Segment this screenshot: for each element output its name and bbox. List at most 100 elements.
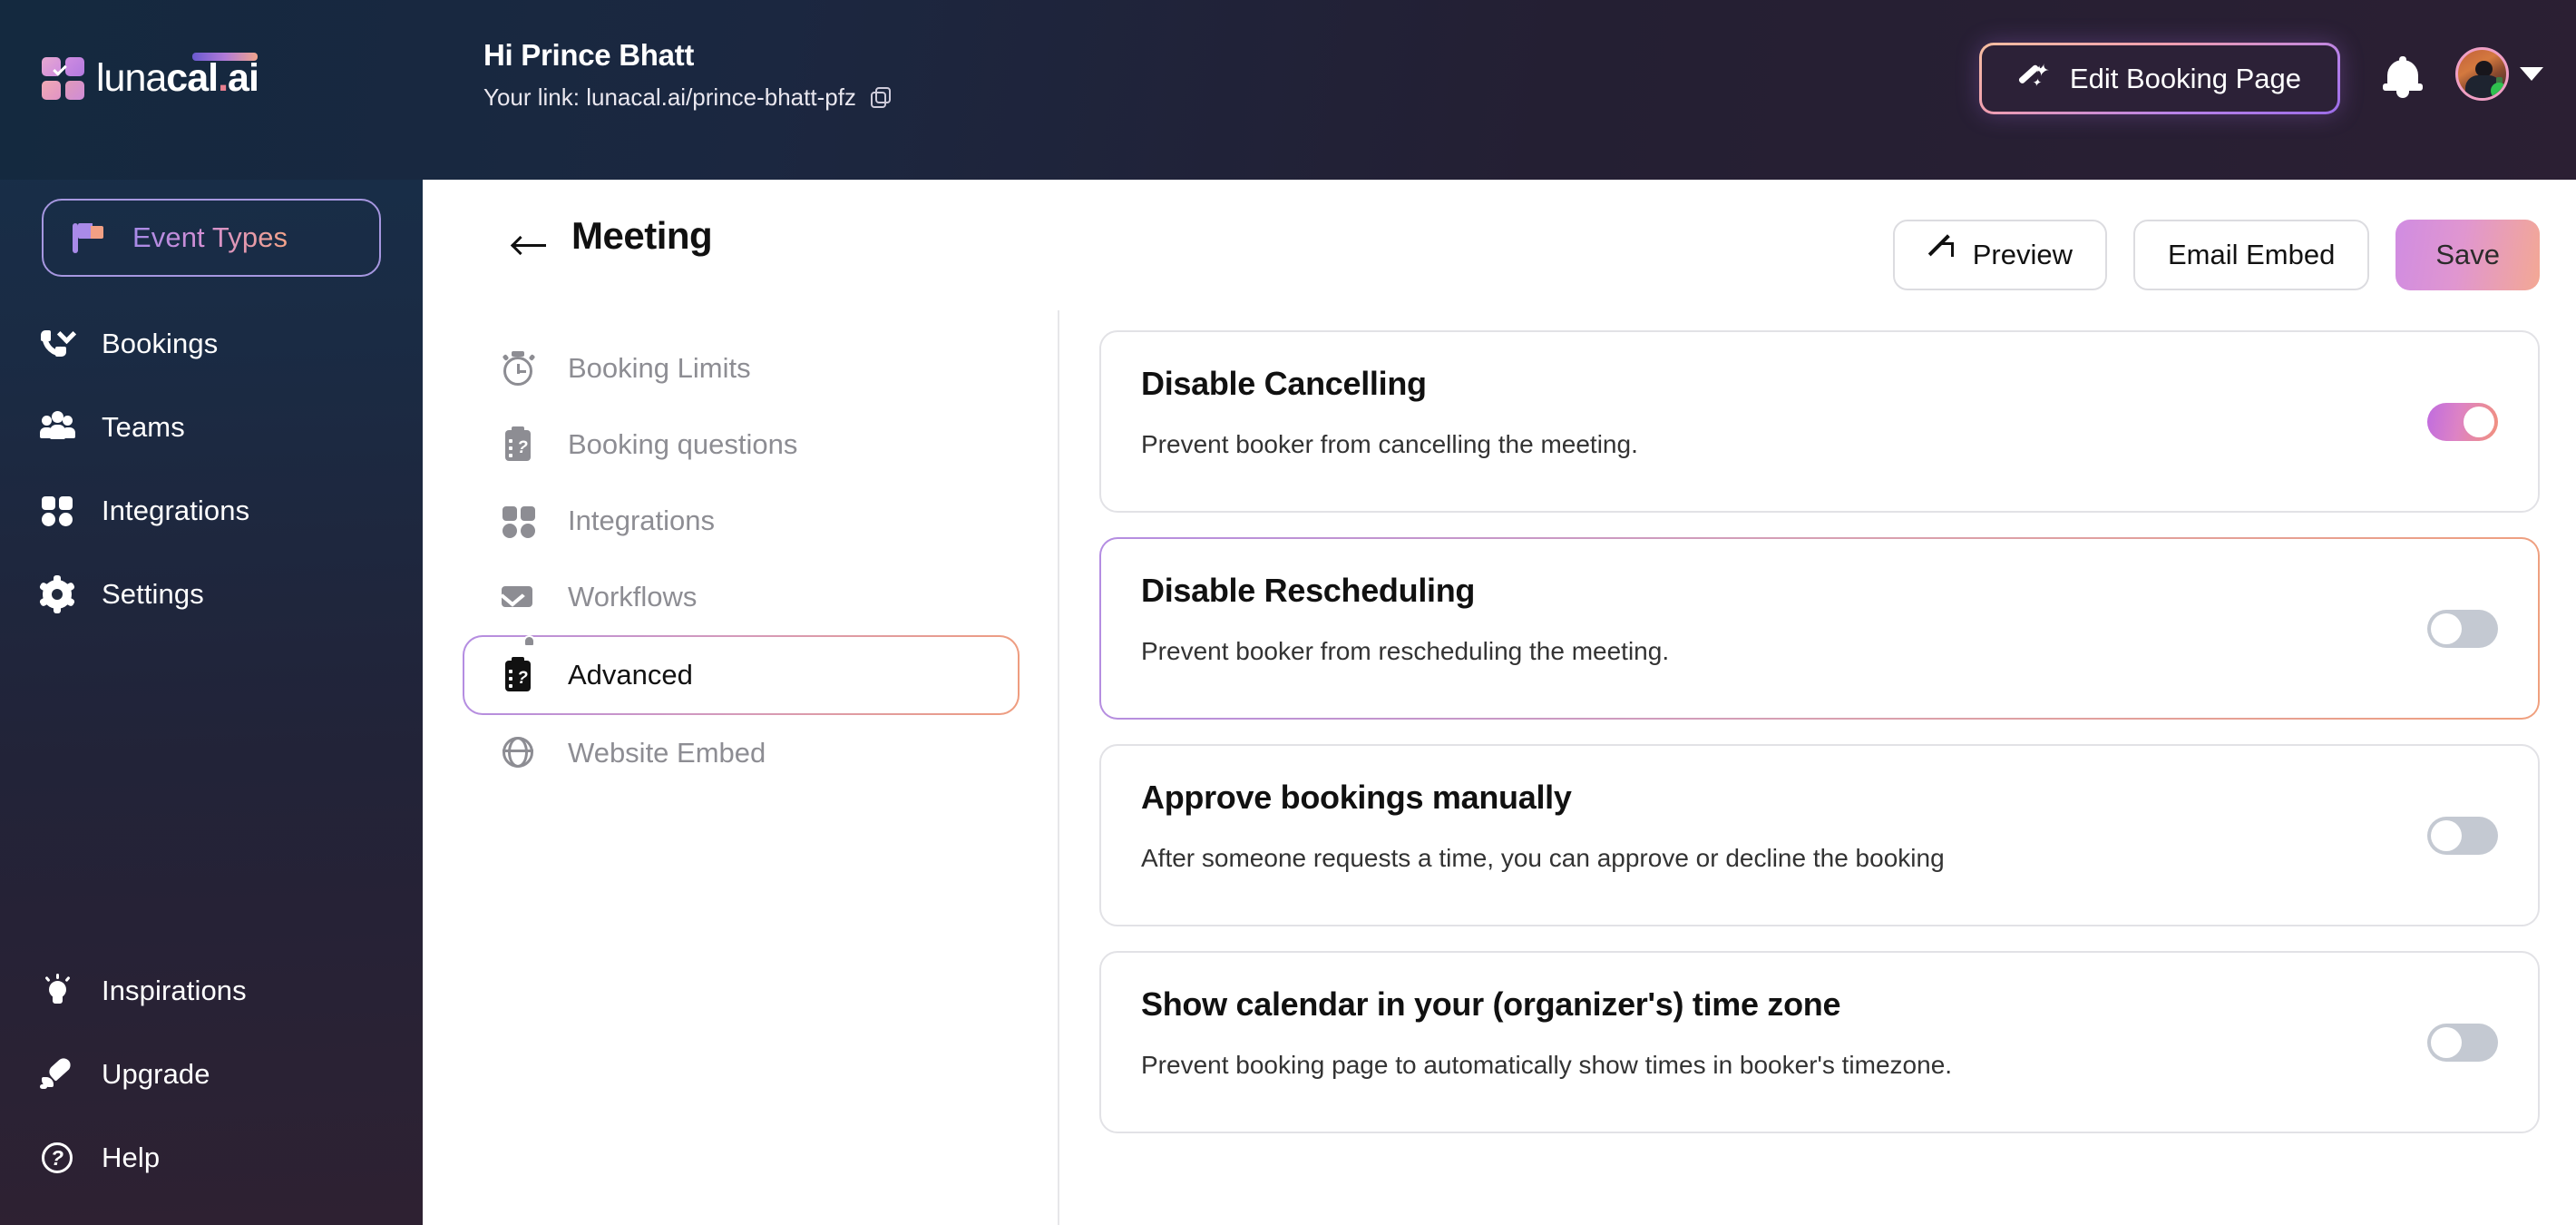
email-embed-label: Email Embed bbox=[2167, 239, 2336, 270]
setting-card-disable-rescheduling: Disable Rescheduling Prevent booker from… bbox=[1099, 537, 2540, 720]
setting-toggle[interactable] bbox=[2427, 609, 2498, 648]
spacer bbox=[0, 277, 423, 302]
rocket-icon bbox=[40, 1055, 74, 1092]
magic-wand-icon: ✦ ✦ ✦ bbox=[2017, 63, 2049, 94]
sidebar-primary-nav: Event Types Bookings Teams bbox=[0, 180, 423, 636]
lunacal-logo-icon bbox=[42, 57, 84, 100]
sidebar-item-event-types[interactable]: Event Types bbox=[42, 199, 381, 277]
sidebar-item-settings[interactable]: Settings bbox=[0, 553, 423, 636]
grid-icon bbox=[501, 503, 537, 539]
subnav-item-label: Workflows bbox=[568, 581, 698, 612]
sidebar-item-inspirations[interactable]: Inspirations bbox=[0, 949, 423, 1033]
online-status-dot bbox=[2491, 83, 2506, 98]
preview-label: Preview bbox=[1972, 239, 2073, 270]
subnav-item-label: Advanced bbox=[568, 659, 693, 691]
brand-suffix: ai bbox=[228, 56, 259, 100]
sidebar-item-label: Help bbox=[102, 1142, 161, 1173]
setting-title: Show calendar in your (organizer's) time… bbox=[1141, 985, 1841, 1023]
brand-name-bold: cal bbox=[166, 56, 219, 100]
subnav-item-label: Integrations bbox=[568, 505, 715, 536]
page-actions: Preview Email Embed Save bbox=[1892, 220, 2540, 290]
avatar bbox=[2455, 47, 2509, 101]
settings-card-list: Disable Cancelling Prevent booker from c… bbox=[1059, 310, 2576, 1225]
event-settings-nav: Booking Limits ? Booking questions Integ… bbox=[423, 310, 1059, 1225]
greeting-block: Hi Prince Bhatt Your link: lunacal.ai/pr… bbox=[483, 38, 893, 112]
sidebar-item-label: Upgrade bbox=[102, 1058, 210, 1090]
save-button[interactable]: Save bbox=[2395, 220, 2540, 290]
subnav-item-label: Website Embed bbox=[568, 737, 766, 769]
brand-accent-bar bbox=[191, 53, 258, 61]
subnav-item-integrations[interactable]: Integrations bbox=[463, 483, 1020, 559]
email-embed-button[interactable]: Email Embed bbox=[2132, 220, 2370, 290]
setting-title: Disable Rescheduling bbox=[1141, 572, 1476, 609]
setting-title: Approve bookings manually bbox=[1141, 779, 1572, 816]
arrow-left-icon[interactable] bbox=[510, 232, 548, 260]
top-header: lunacal.ai Hi Prince Bhatt Your link: lu… bbox=[0, 0, 2576, 180]
gear-icon bbox=[38, 575, 76, 613]
setting-description: Prevent booker from rescheduling the mee… bbox=[1141, 637, 1670, 665]
page-title: Meeting bbox=[571, 214, 713, 257]
question-circle-icon: ? bbox=[40, 1141, 74, 1175]
clipboard-question-icon: ? bbox=[501, 657, 537, 693]
subnav-item-label: Booking Limits bbox=[568, 352, 751, 384]
copy-icon[interactable] bbox=[870, 86, 893, 109]
brand-dot: . bbox=[218, 56, 229, 100]
setting-title: Disable Cancelling bbox=[1141, 365, 1427, 402]
setting-card-approve-bookings-manually: Approve bookings manually After someone … bbox=[1099, 744, 2540, 926]
sidebar-item-upgrade[interactable]: Upgrade bbox=[0, 1033, 423, 1116]
user-menu[interactable] bbox=[2455, 47, 2543, 101]
brand-name: lunacal.ai bbox=[96, 53, 259, 101]
sidebar-item-label: Teams bbox=[102, 411, 185, 443]
sidebar-secondary-nav: Inspirations Upgrade ? Help bbox=[0, 949, 423, 1200]
brand-name-light: luna bbox=[96, 56, 167, 100]
brand-logo[interactable]: lunacal.ai bbox=[42, 53, 259, 101]
phone-incoming-icon bbox=[39, 324, 77, 361]
sidebar-item-label: Inspirations bbox=[102, 975, 247, 1006]
setting-toggle[interactable] bbox=[2427, 402, 2498, 441]
sidebar-item-integrations[interactable]: Integrations bbox=[0, 469, 423, 553]
sidebar: Event Types Bookings Teams bbox=[0, 0, 423, 1225]
setting-description: Prevent booking page to automatically sh… bbox=[1141, 1051, 1953, 1079]
subnav-item-label: Booking questions bbox=[568, 428, 798, 460]
page-header: Meeting Preview Email Embed Save bbox=[423, 180, 2576, 310]
subnav-item-booking-limits[interactable]: Booking Limits bbox=[463, 330, 1020, 407]
clipboard-question-icon: ? bbox=[501, 426, 537, 463]
stopwatch-icon bbox=[501, 350, 537, 387]
booking-link-text: Your link: lunacal.ai/prince-bhatt-pfz bbox=[483, 83, 856, 111]
edit-booking-page-label: Edit Booking Page bbox=[2069, 62, 2301, 94]
sidebar-item-help[interactable]: ? Help bbox=[0, 1116, 423, 1200]
chevron-down-icon[interactable] bbox=[2520, 67, 2543, 81]
sidebar-item-label: Settings bbox=[102, 578, 204, 610]
setting-card-disable-cancelling: Disable Cancelling Prevent booker from c… bbox=[1099, 330, 2540, 513]
subnav-item-advanced[interactable]: ? Advanced bbox=[463, 635, 1020, 715]
setting-description: After someone requests a time, you can a… bbox=[1141, 844, 1945, 872]
greeting-text: Hi Prince Bhatt bbox=[483, 38, 695, 72]
edit-booking-page-button[interactable]: ✦ ✦ ✦ Edit Booking Page bbox=[1979, 43, 2340, 114]
sidebar-item-bookings[interactable]: Bookings bbox=[0, 302, 423, 386]
lightbulb-icon bbox=[40, 974, 74, 1008]
subnav-item-booking-questions[interactable]: ? Booking questions bbox=[463, 407, 1020, 483]
save-label: Save bbox=[2435, 239, 2500, 270]
mail-bell-icon bbox=[500, 579, 537, 647]
sidebar-item-label: Event Types bbox=[132, 221, 288, 253]
setting-description: Prevent booker from cancelling the meeti… bbox=[1141, 430, 1638, 458]
settings-body: Booking Limits ? Booking questions Integ… bbox=[423, 310, 2576, 1225]
people-icon bbox=[40, 410, 75, 445]
globe-icon bbox=[501, 735, 537, 771]
setting-toggle[interactable] bbox=[2427, 1023, 2498, 1062]
sidebar-item-label: Integrations bbox=[102, 495, 250, 526]
sidebar-item-label: Bookings bbox=[102, 328, 219, 359]
subnav-item-website-embed[interactable]: Website Embed bbox=[463, 715, 1020, 791]
grid-icon bbox=[40, 494, 74, 528]
subnav-item-workflows[interactable]: Workflows bbox=[463, 559, 1020, 647]
booking-link-row: Your link: lunacal.ai/prince-bhatt-pfz bbox=[483, 83, 893, 112]
preview-button[interactable]: Preview bbox=[1892, 220, 2107, 290]
sidebar-item-teams[interactable]: Teams bbox=[0, 386, 423, 469]
content-panel: Meeting Preview Email Embed Save bbox=[423, 180, 2576, 1225]
flag-icon bbox=[71, 220, 105, 255]
setting-toggle[interactable] bbox=[2427, 816, 2498, 855]
setting-card-show-calendar-organizer-timezone: Show calendar in your (organizer's) time… bbox=[1099, 951, 2540, 1133]
arrow-up-right-icon bbox=[1927, 234, 1955, 269]
notification-bell-icon[interactable] bbox=[2382, 56, 2424, 100]
